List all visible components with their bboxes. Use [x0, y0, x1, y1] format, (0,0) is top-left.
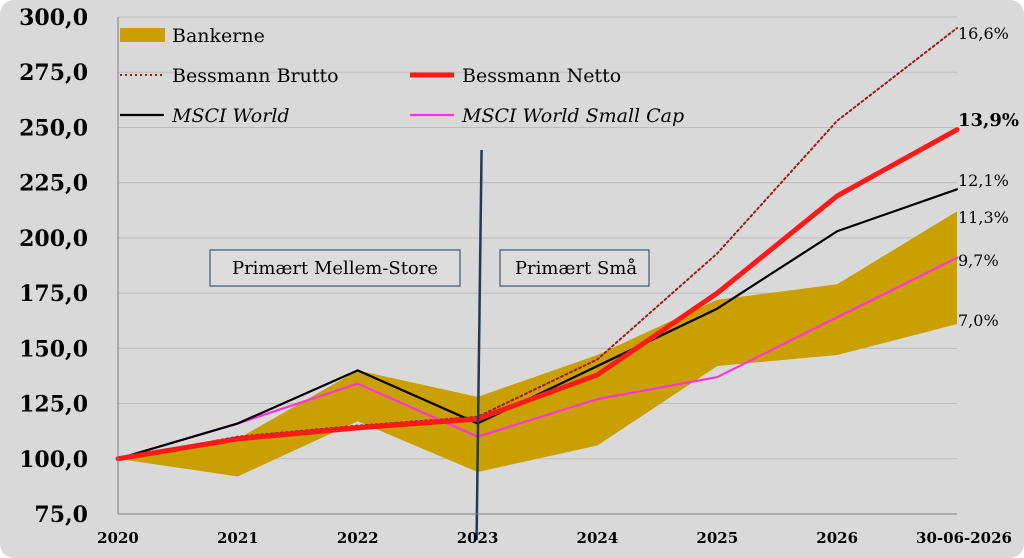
y-tick-label: 275,0 [19, 60, 88, 86]
legend-label: Bessmann Netto [462, 65, 621, 87]
y-tick-label: 300,0 [19, 5, 88, 31]
region-label: Primært Mellem-Store [232, 258, 438, 279]
y-tick-label: 250,0 [19, 115, 88, 141]
axis-layer: 75,0 100,0 125,0 150,0 175,0 200,0 225,0 250,0 2… [19, 5, 1012, 547]
legend-item: Bankerne [120, 25, 265, 47]
legend-item: MSCI World [120, 105, 290, 127]
x-tick-label: 2023 [457, 529, 499, 547]
x-tick-label: 2022 [337, 529, 379, 547]
divider-line [475, 149, 483, 541]
band-layer [118, 211, 957, 477]
region-box-frame [499, 249, 650, 287]
legend-item: Bessmann Brutto [120, 65, 339, 87]
x-tick-label: 2021 [217, 529, 259, 547]
legend-label: Bankerne [172, 25, 265, 47]
series-line-bessmann-netto [115, 127, 960, 462]
label-layer: 16,6% 13,9% 12,1% 11,3% 9,7% 7,0% [958, 24, 1019, 330]
legend-label: MSCI World [171, 105, 290, 127]
region-label: Primært Små [515, 257, 637, 279]
y-tick-label: 225,0 [19, 171, 88, 197]
end-value-label: 11,3% [958, 208, 1009, 227]
x-tick-label: 2020 [97, 529, 139, 547]
legend-label: MSCI World Small Cap [461, 105, 684, 127]
divider-layer: Primært Mellem-Store Primært Små [209, 149, 650, 541]
legend-item: Bessmann Netto [410, 65, 621, 87]
region-box-frame [209, 249, 461, 287]
legend-label: Bessmann Brutto [172, 65, 339, 87]
band-bankerne [118, 211, 957, 477]
x-tick-label: 30-06-2026 [916, 529, 1012, 547]
y-tick-label: 200,0 [19, 226, 88, 252]
y-tick-label: 75,0 [34, 502, 88, 528]
y-tick-label: 175,0 [19, 281, 88, 307]
legend-item: MSCI World Small Cap [410, 105, 684, 127]
y-tick-label: 125,0 [19, 392, 88, 418]
line-layer [115, 27, 960, 462]
region-box-smaa: Primært Små [499, 249, 650, 287]
x-tick-label: 2025 [696, 529, 738, 547]
y-tick-label: 150,0 [19, 336, 88, 362]
end-value-label: 9,7% [958, 251, 999, 270]
series-line-msci-world-small-cap [116, 256, 959, 460]
end-value-label: 12,1% [958, 171, 1009, 190]
legend-swatch [120, 28, 165, 42]
legend-layer: Bankerne Bessmann Brutto Bessmann Netto MSC… [120, 25, 684, 127]
y-tick-label: 100,0 [19, 447, 88, 473]
x-tick-label: 2024 [577, 529, 619, 547]
end-value-label: 16,6% [958, 24, 1009, 43]
end-value-label: 7,0% [958, 311, 999, 330]
end-value-label: 13,9% [958, 110, 1019, 131]
region-box-mellem-store: Primært Mellem-Store [209, 249, 461, 287]
x-tick-label: 2026 [816, 529, 858, 547]
